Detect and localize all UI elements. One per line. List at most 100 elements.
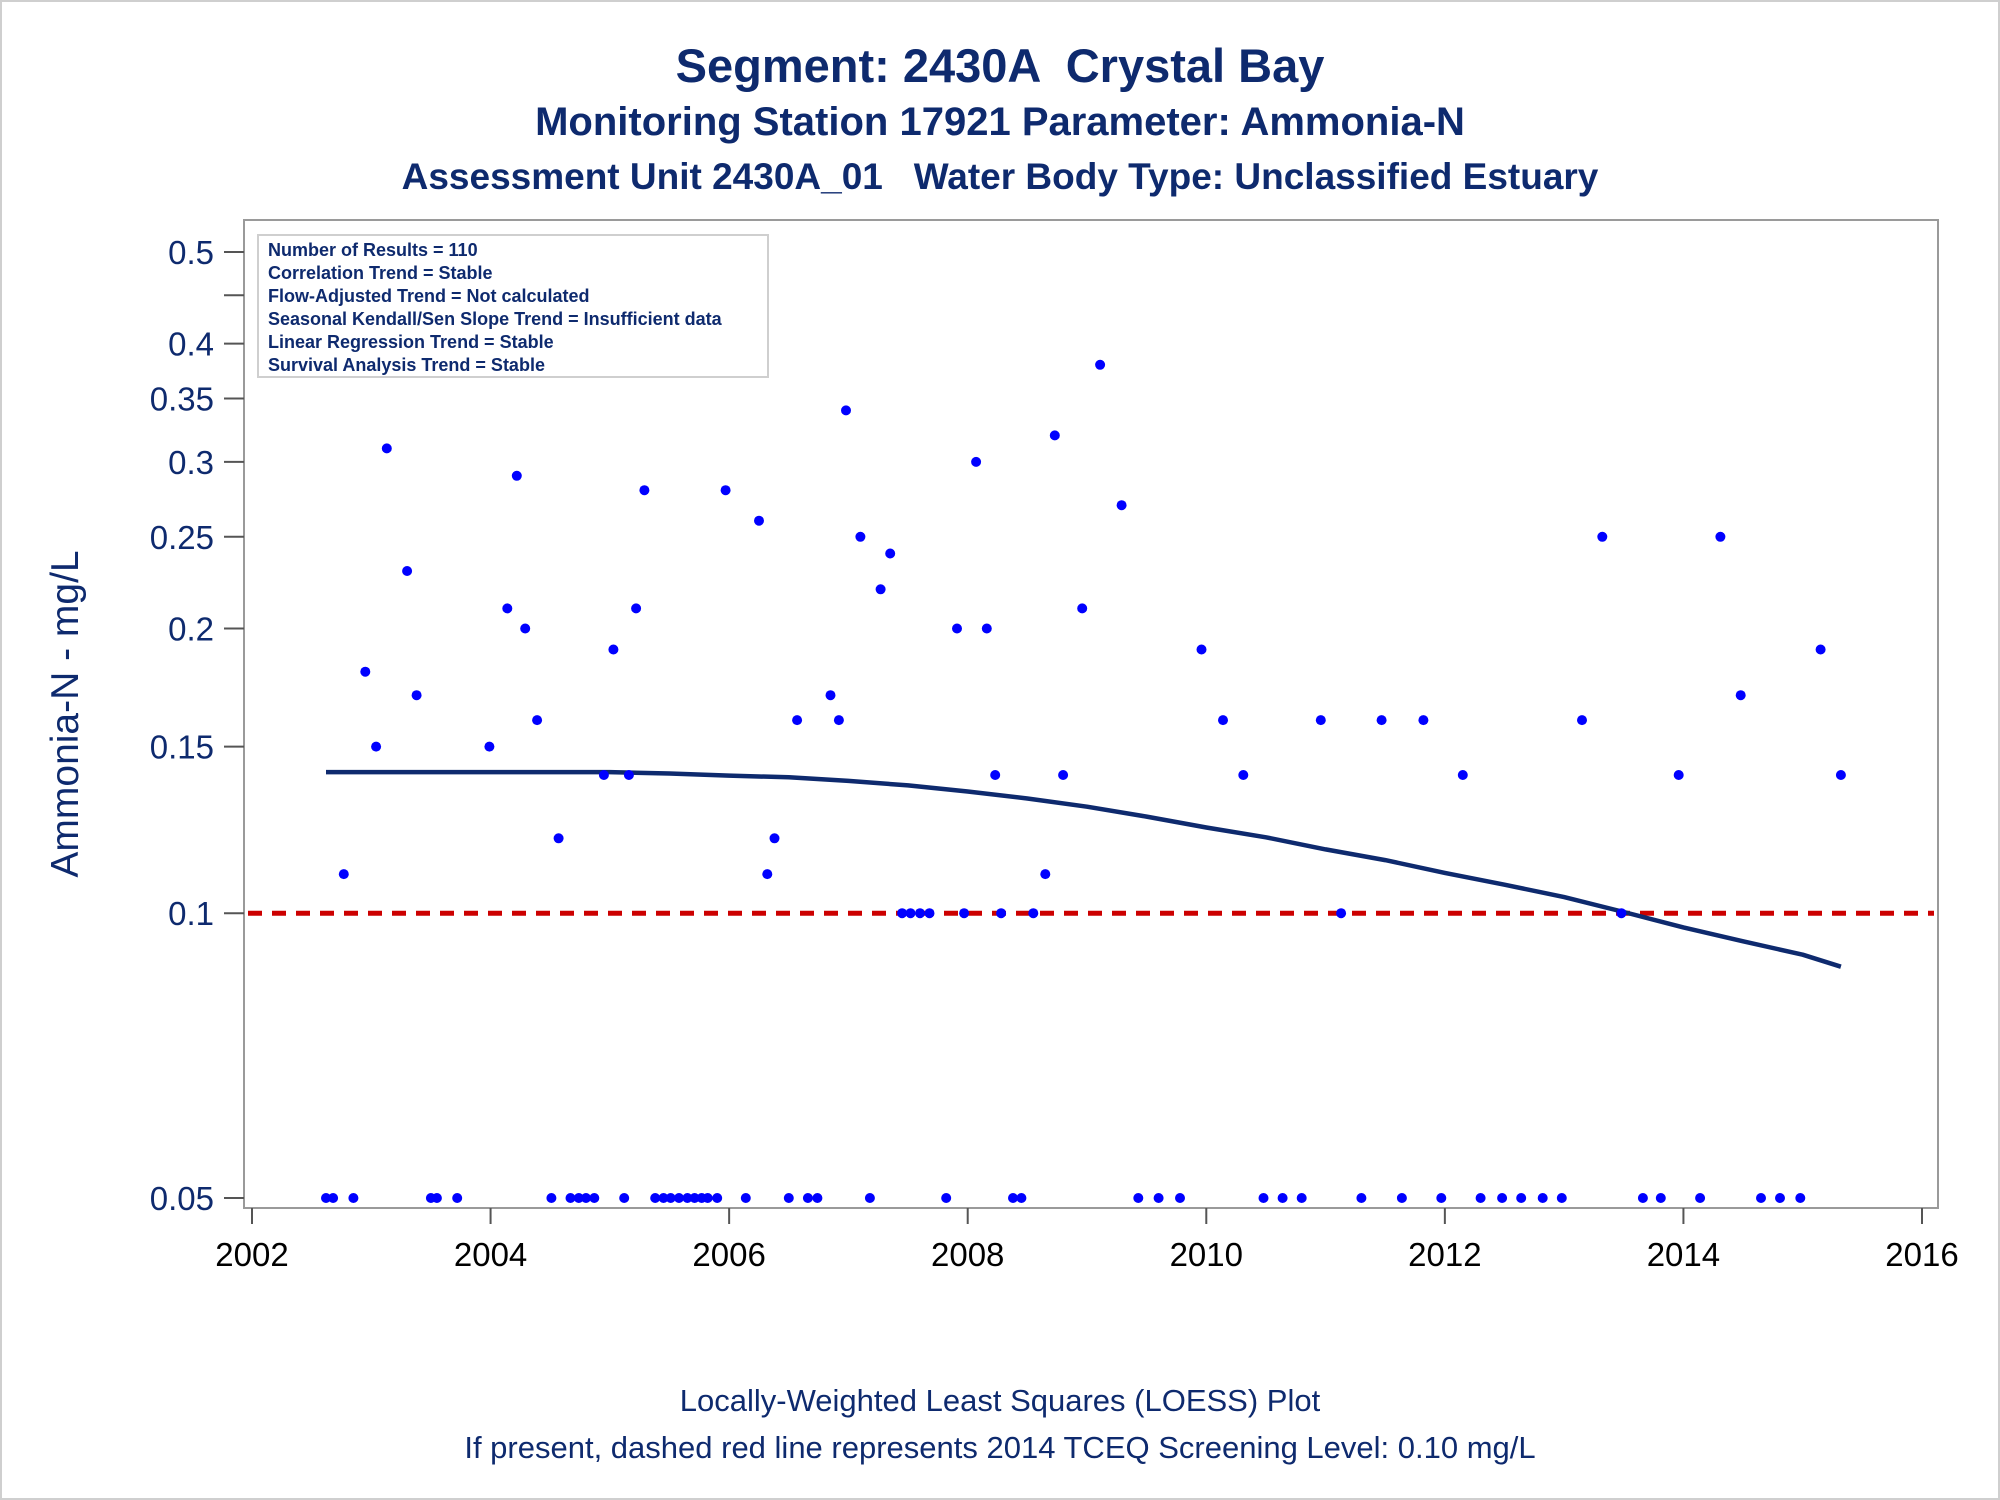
data-point	[581, 1193, 591, 1203]
data-point	[371, 741, 382, 752]
data-point	[1655, 1193, 1666, 1203]
data-point	[381, 443, 392, 454]
y-tick-label: 0.2	[168, 610, 214, 647]
data-point	[792, 715, 803, 726]
data-point	[608, 644, 619, 655]
data-point	[897, 908, 908, 919]
x-tick-label: 2016	[1885, 1236, 1958, 1273]
data-point	[1775, 1193, 1785, 1203]
data-point	[1418, 715, 1429, 726]
data-point	[1673, 770, 1684, 780]
data-point	[959, 908, 970, 919]
footer-plot-type: Locally-Weighted Least Squares (LOESS) P…	[679, 1383, 1321, 1418]
stats-box-line: Seasonal Kendall/Sen Slope Trend = Insuf…	[268, 309, 723, 329]
x-tick-label: 2004	[454, 1236, 527, 1273]
data-point	[864, 1193, 875, 1203]
x-tick-label: 2002	[215, 1236, 288, 1273]
data-point	[1356, 1193, 1367, 1203]
data-point	[589, 1193, 600, 1203]
y-tick-label: 0.4	[168, 326, 214, 363]
loess-curve	[326, 769, 1842, 969]
data-point	[452, 1193, 463, 1203]
data-point	[1133, 1193, 1144, 1203]
data-point	[546, 1193, 557, 1203]
data-point	[1376, 715, 1387, 726]
data-point	[833, 715, 844, 726]
data-point	[1457, 770, 1468, 780]
data-point	[1196, 644, 1207, 655]
y-tick-label: 0.5	[168, 234, 214, 271]
data-point	[1597, 531, 1608, 542]
data-point	[924, 908, 935, 919]
data-point	[812, 1193, 823, 1203]
data-point	[996, 908, 1007, 919]
data-point	[1153, 1193, 1164, 1203]
x-tick-label: 2010	[1170, 1236, 1243, 1273]
x-tick-label: 2012	[1408, 1236, 1481, 1273]
data-point	[1577, 715, 1587, 726]
data-point	[619, 1193, 630, 1203]
data-point	[1735, 690, 1746, 701]
y-tick-label: 0.35	[150, 381, 214, 418]
data-point	[1616, 908, 1627, 919]
data-point	[971, 456, 982, 467]
y-tick-label: 0.3	[168, 444, 214, 481]
data-point	[712, 1193, 723, 1203]
data-point	[573, 1193, 584, 1203]
stats-box-line: Number of Results = 110	[268, 240, 478, 260]
data-point	[348, 1193, 359, 1203]
data-point	[631, 603, 642, 614]
data-point	[665, 1193, 676, 1203]
data-point	[885, 548, 896, 559]
data-point	[402, 566, 413, 576]
data-point	[1516, 1193, 1527, 1203]
data-point	[650, 1193, 661, 1203]
data-point	[1218, 715, 1228, 726]
data-point	[682, 1193, 693, 1203]
data-point	[740, 1193, 751, 1203]
data-point	[321, 1193, 331, 1203]
data-point	[1537, 1193, 1548, 1203]
stats-box-line: Linear Regression Trend = Stable	[268, 332, 554, 352]
data-point	[431, 1193, 442, 1203]
data-point	[1238, 770, 1249, 780]
data-point	[1040, 869, 1051, 880]
data-point	[338, 869, 349, 880]
data-point	[905, 908, 916, 919]
data-point	[1277, 1193, 1288, 1203]
x-tick-label: 2008	[931, 1236, 1004, 1273]
data-point	[855, 531, 866, 542]
data-point	[1049, 430, 1060, 441]
x-tick-label: 2006	[692, 1236, 765, 1273]
data-point	[1296, 1193, 1307, 1203]
data-point	[1008, 1193, 1018, 1203]
data-point	[1336, 908, 1347, 919]
data-point	[1695, 1193, 1706, 1203]
data-point	[553, 833, 564, 844]
data-point	[484, 741, 495, 752]
data-point	[502, 603, 513, 614]
data-point	[1258, 1193, 1269, 1203]
stats-box-line: Correlation Trend = Stable	[268, 263, 493, 283]
data-point	[328, 1193, 339, 1203]
data-point	[941, 1193, 952, 1203]
data-point	[754, 515, 764, 526]
chart-subtitle-station: Monitoring Station 17921 Parameter: Ammo…	[535, 100, 1465, 144]
data-point	[1095, 359, 1106, 370]
data-point	[511, 470, 522, 481]
data-point	[1436, 1193, 1447, 1203]
data-point	[1637, 1193, 1648, 1203]
data-point	[1116, 500, 1127, 511]
footer-screening-note: If present, dashed red line represents 2…	[464, 1430, 1536, 1465]
data-point	[674, 1193, 684, 1203]
stats-box-line: Flow-Adjusted Trend = Not calculated	[268, 286, 590, 306]
data-point	[1175, 1193, 1185, 1203]
data-point	[990, 770, 1001, 780]
data-point	[1058, 770, 1069, 780]
data-point	[802, 1193, 813, 1203]
plot-area	[243, 219, 1939, 1209]
data-point	[783, 1193, 794, 1203]
data-point	[623, 770, 634, 780]
